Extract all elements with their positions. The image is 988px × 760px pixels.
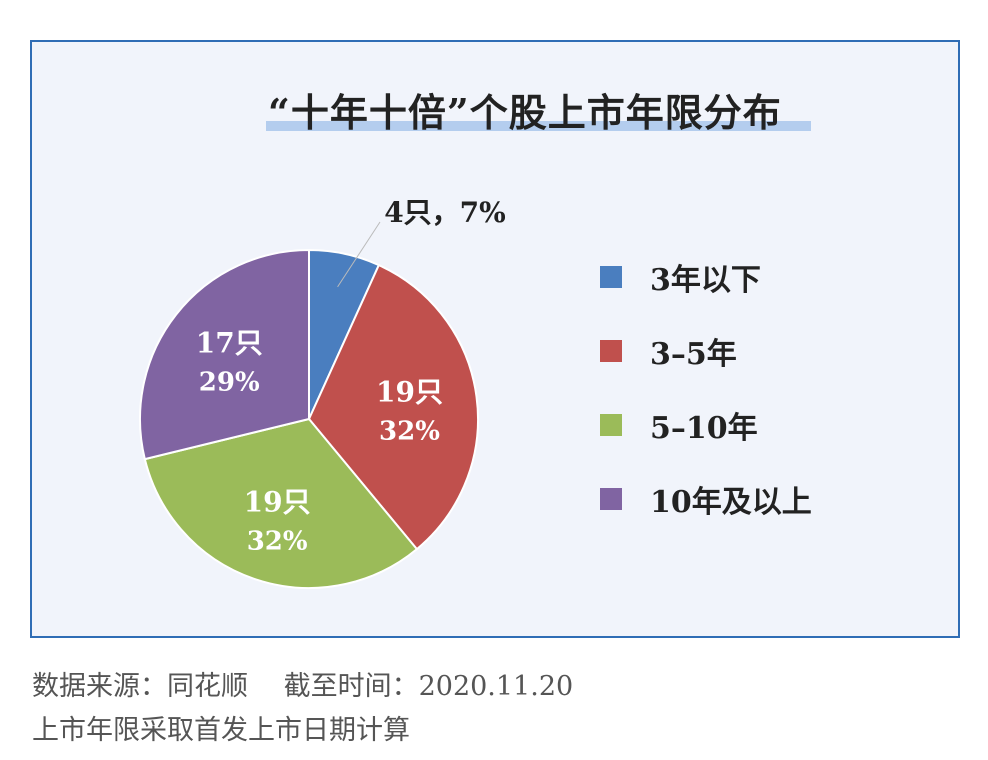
legend-item-10-plus: 10年及以上 [600,462,812,536]
legend-swatch [600,340,622,362]
title-underline [266,121,811,131]
data-label-count: 19只 [244,485,311,518]
data-label-count: 19只 [376,376,443,409]
legend-item-3-5: 3–5年 [600,314,812,388]
legend-item-under-3: 3年以下 [600,240,812,314]
data-label-percent: 29% [199,367,260,397]
slice-5-10 [143,417,419,589]
legend-label: 3–5年 [650,337,737,372]
slice-3-5 [307,263,479,551]
legend-label: 3年以下 [650,263,761,298]
legend-label: 10年及以上 [650,485,812,520]
leader-line [337,221,381,288]
legend-swatch [600,266,622,288]
data-label-percent: 32% [247,526,308,556]
data-label-percent: 32% [379,417,440,447]
legend-swatch [600,488,622,510]
legend-item-5-10: 5–10年 [600,388,812,462]
footer-note: 上市年限采取首发上市日期计算 [32,715,410,746]
legend-swatch [600,414,622,436]
slice-10-plus [139,248,310,461]
legend: 3年以下 3–5年 5–10年 10年及以上 [600,240,812,536]
legend-label: 5–10年 [650,411,758,446]
data-label-count: 17只 [196,326,263,359]
chart-title: “十年十倍”个股上市年限分布 [268,90,782,135]
footer-source: 数据来源：同花顺 截至时间：2020.11.20 [32,671,574,702]
data-label-under-3: 4只，7% [384,196,506,229]
